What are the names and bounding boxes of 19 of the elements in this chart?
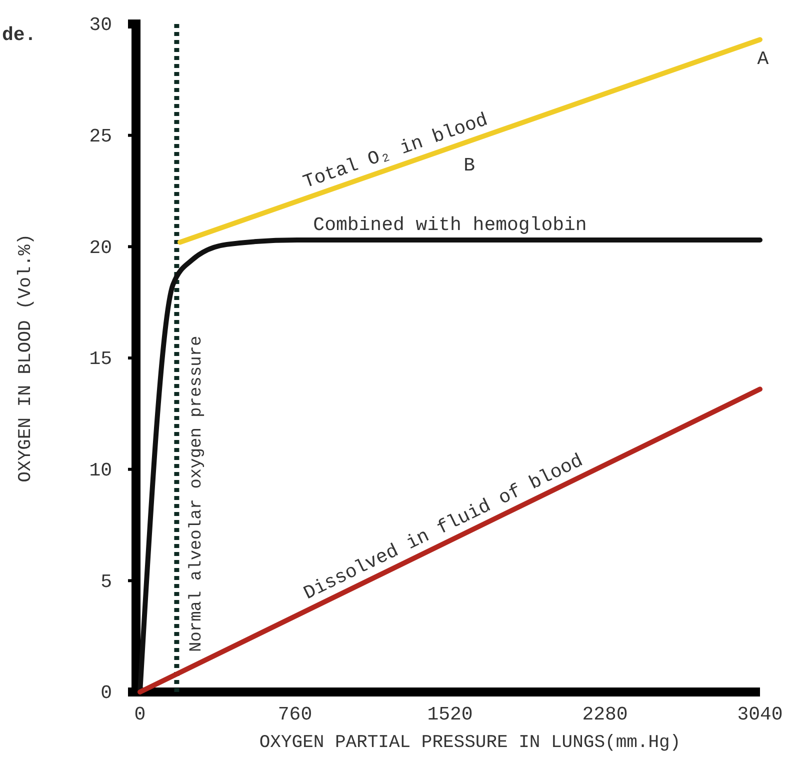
y-tick-label: 15	[89, 348, 112, 370]
y-tick-label: 30	[89, 14, 112, 36]
y-axis-title: OXYGEN IN BLOOD (Vol.%)	[16, 234, 36, 482]
ref-line-label: Normal alveolar oxygen pressure	[188, 336, 207, 652]
x-tick-label: 3040	[737, 703, 783, 726]
x-tick-label: 2280	[582, 703, 628, 726]
y-tick-label: 25	[89, 125, 112, 148]
annotation: B	[464, 154, 476, 177]
x-tick-label: 1520	[427, 703, 473, 726]
series-label: Combined with hemoglobin	[313, 214, 587, 236]
y-tick-label: 20	[89, 236, 112, 259]
x-tick-label: 760	[278, 703, 312, 726]
x-tick-label: 0	[134, 703, 146, 726]
annotation: A	[757, 48, 770, 70]
y-tick-label: 10	[89, 459, 112, 482]
x-axis-title: OXYGEN PARTIAL PRESSURE IN LUNGS(mm.Hg)	[259, 733, 681, 753]
y-tick-label: 5	[100, 570, 112, 593]
y-tick-label: 0	[100, 682, 112, 704]
text: de.	[2, 24, 36, 46]
